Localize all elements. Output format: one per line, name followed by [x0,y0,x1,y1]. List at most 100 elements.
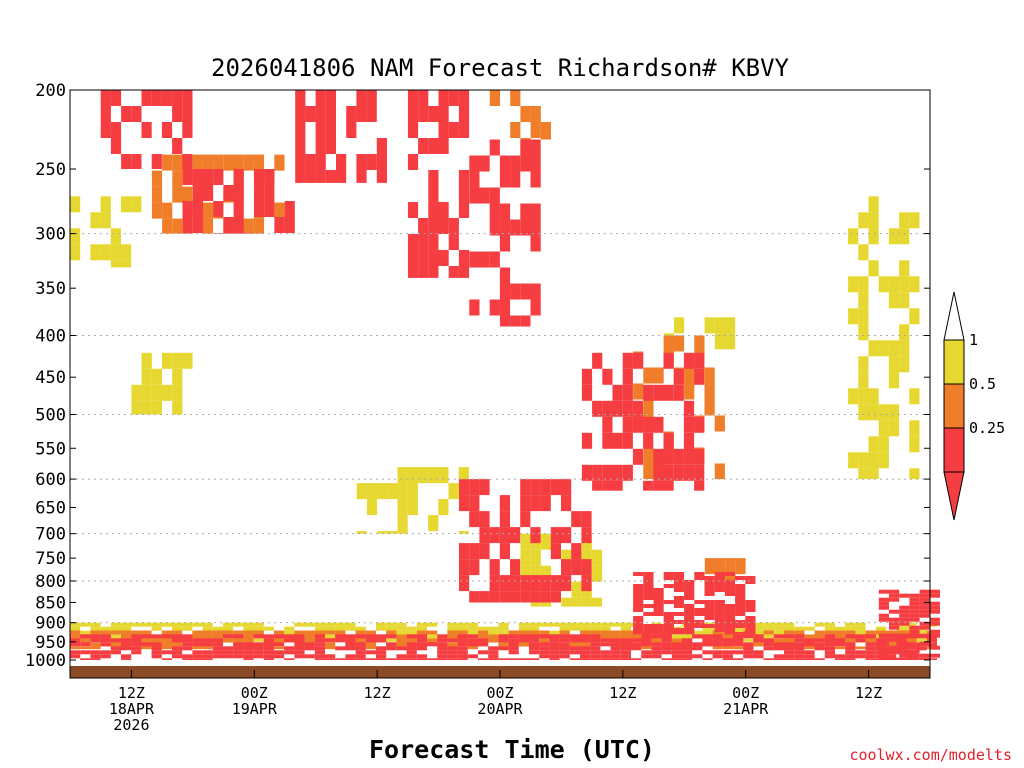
heatmap-cell [182,658,193,660]
heatmap-cell [131,196,142,213]
heatmap-cell [274,202,285,219]
heatmap-cell [643,463,654,480]
heatmap-cell [151,646,162,651]
heatmap-cell [192,650,203,655]
heatmap-cell [704,600,715,604]
heatmap-cell [909,605,920,610]
heatmap-cell [90,630,101,635]
heatmap-cell [508,650,519,655]
heatmap-cell [355,626,366,631]
heatmap-cell [929,609,940,614]
heatmap-cell [356,531,367,534]
x-tick-label: 20APR [477,700,523,718]
y-tick-label: 800 [35,572,66,592]
x-tick-label: 21APR [723,700,769,718]
heatmap-cell [520,106,531,122]
heatmap-cell [694,624,705,628]
heatmap-cell [610,638,621,643]
heatmap-cell [683,400,695,417]
heatmap-cell [182,352,193,369]
heatmap-cell [467,646,478,650]
colorbar-legend: 1 0.5 0.25 [943,291,1005,521]
heatmap-cell [100,650,111,655]
heatmap-cell [499,155,511,172]
heatmap-cell [909,633,920,638]
heatmap-cell [684,616,695,620]
heatmap-cell [141,90,152,106]
heatmap-cell [888,372,900,389]
heatmap-cell [909,645,920,650]
heatmap-cell [725,574,736,581]
heatmap-cell [561,495,572,512]
heatmap-cell [753,654,764,659]
heatmap-cell [794,630,805,635]
heatmap-cell [600,658,611,660]
chart-title: 2026041806 NAM Forecast Richardson# KBVY [211,54,790,82]
heatmap-cell [753,626,764,631]
heatmap-cell [243,218,254,234]
heatmap-cell [376,654,387,659]
heatmap-cell [172,642,183,647]
heatmap-cell [653,384,664,401]
heatmap-cell [295,170,306,183]
heatmap-cell [192,185,203,201]
heatmap-cell [284,646,295,651]
heatmap-cell [845,638,856,643]
heatmap-cell [121,634,132,639]
heatmap-cell [631,642,642,647]
heatmap-cell [702,642,713,647]
heatmap-cell [345,646,356,651]
heatmap-cell [243,650,254,655]
heatmap-cell [569,650,580,655]
heatmap-cell [671,634,682,639]
heatmap-cell [704,608,715,612]
heatmap-cell [263,658,274,660]
heatmap-cell [407,106,419,122]
heatmap-cell [478,634,489,639]
heatmap-cell [743,654,754,659]
heatmap-cell [631,646,642,651]
heatmap-cell [508,634,519,639]
heatmap-cell [671,650,682,655]
heatmap-cell [305,170,316,183]
heatmap-cell [663,352,674,369]
heatmap-cell [428,186,439,202]
heatmap-cell [315,106,326,122]
heatmap-cell [488,634,499,639]
heatmap-cell [100,122,111,138]
heatmap-cell [529,646,540,651]
heatmap-cell [753,634,764,639]
heatmap-cell [724,616,736,620]
heatmap-cell [704,592,715,596]
heatmap-cell [110,138,122,154]
heatmap-cell [447,622,458,627]
heatmap-cell [620,638,631,643]
heatmap-cell [264,169,275,185]
heatmap-cell [131,634,142,639]
heatmap-cell [448,266,459,278]
heatmap-cell [745,576,756,580]
heatmap-cell [773,646,784,651]
heatmap-cell [428,266,439,278]
heatmap-cell [458,531,469,534]
heatmap-cell [416,626,427,631]
heatmap-cell [814,634,825,639]
heatmap-cell [561,575,572,592]
heatmap-cell [926,638,937,643]
heatmap-cell [520,315,531,327]
heatmap-cell [356,106,367,122]
heatmap-cell [909,436,920,453]
heatmap-cell [458,266,470,278]
heatmap-cell [581,384,593,401]
heatmap-cell [315,170,326,183]
heatmap-cell [489,575,500,592]
heatmap-cell [916,630,927,635]
heatmap-cell [694,416,705,433]
heatmap-cell [600,642,611,647]
heatmap-cell [396,638,407,643]
heatmap-cell [845,646,856,651]
heatmap-cell [407,499,418,516]
heatmap-cell [673,335,685,352]
heatmap-cell [580,626,591,631]
heatmap-cell [304,630,315,635]
